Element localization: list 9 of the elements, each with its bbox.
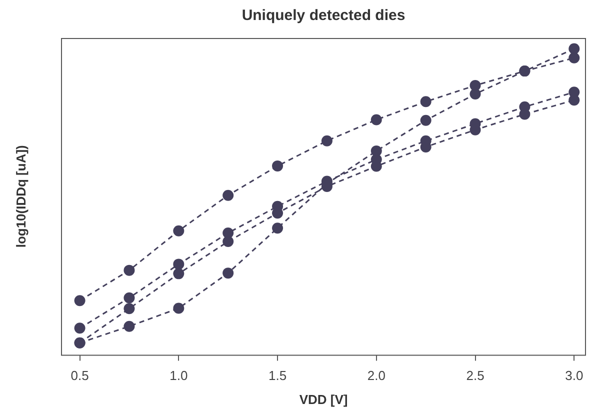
x-tick-label: 2.0 — [367, 368, 386, 384]
x-tick-label: 1.5 — [268, 368, 287, 384]
x-axis-title: VDD [V] — [299, 392, 348, 407]
y-axis-title: log10(IDDq [uA]) — [14, 145, 29, 248]
x-tick-label: 1.0 — [170, 368, 188, 384]
x-tick-label: 3.0 — [565, 368, 584, 384]
x-tick-label: 2.5 — [466, 368, 484, 384]
chart-title: Uniquely detected dies — [242, 7, 406, 24]
x-tick-label: 0.5 — [70, 368, 89, 384]
